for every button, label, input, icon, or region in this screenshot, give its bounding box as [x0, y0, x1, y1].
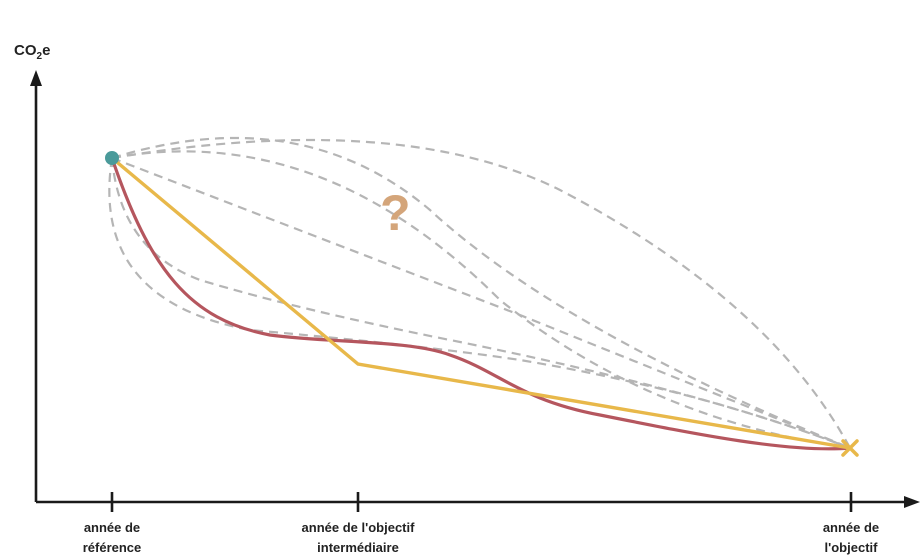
x-axis-arrowhead	[904, 496, 920, 508]
linear-path	[110, 156, 851, 450]
y-axis-title: CO2e	[14, 42, 51, 62]
possible-paths	[108, 136, 851, 450]
tick-label-reference-year: année de référence	[82, 520, 142, 555]
question-mark: ?	[380, 185, 411, 241]
y-axis-arrowhead	[30, 70, 42, 86]
dashed-path-6	[111, 150, 851, 450]
tick-label-target-year: année de l'objectif	[822, 520, 880, 555]
dashed-path-3	[111, 136, 851, 450]
dot-icon	[105, 151, 119, 165]
dashed-path-2	[111, 156, 851, 450]
curved-path	[110, 157, 851, 451]
dashed-path-4	[111, 138, 851, 449]
tick-label-intermediate-year: année de l'objectif intermédiaire	[301, 520, 415, 555]
dashed-path-5	[110, 157, 851, 450]
x-mark-icon	[841, 439, 859, 457]
axes	[34, 82, 908, 512]
dashed-path-1	[108, 157, 851, 450]
